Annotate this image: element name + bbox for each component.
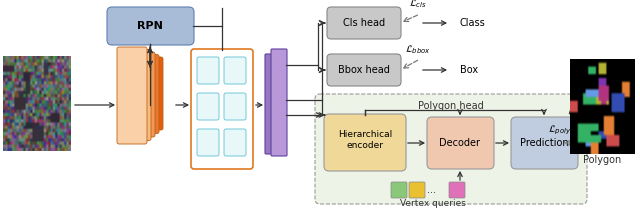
FancyBboxPatch shape [271,49,287,156]
FancyBboxPatch shape [117,47,147,144]
FancyBboxPatch shape [133,57,163,130]
Text: Polygon: Polygon [583,155,621,165]
Text: Polygon head: Polygon head [418,101,484,111]
FancyBboxPatch shape [327,54,401,86]
Text: Class: Class [460,18,486,28]
FancyBboxPatch shape [391,182,407,198]
Text: Hierarchical
encoder: Hierarchical encoder [338,130,392,150]
FancyBboxPatch shape [409,182,425,198]
Text: Vertex queries: Vertex queries [400,199,466,208]
Text: Bbox head: Bbox head [338,65,390,75]
FancyBboxPatch shape [511,117,578,169]
FancyBboxPatch shape [197,57,219,84]
FancyBboxPatch shape [197,129,219,156]
FancyBboxPatch shape [427,117,494,169]
Text: RPN: RPN [137,21,163,31]
FancyBboxPatch shape [224,93,246,120]
FancyBboxPatch shape [324,114,406,171]
Text: $\mathcal{L}_{bbox}$: $\mathcal{L}_{bbox}$ [405,44,431,56]
FancyBboxPatch shape [315,94,587,204]
FancyBboxPatch shape [327,7,401,39]
Text: ...: ... [428,185,436,195]
Text: $\mathcal{L}_{poly}$: $\mathcal{L}_{poly}$ [548,123,572,137]
Text: $\mathcal{L}_{cls}$: $\mathcal{L}_{cls}$ [409,0,427,10]
FancyBboxPatch shape [125,52,155,137]
FancyBboxPatch shape [129,55,159,134]
FancyBboxPatch shape [449,182,465,198]
Text: Prediction: Prediction [520,138,568,148]
FancyBboxPatch shape [265,54,281,154]
Text: Box: Box [460,65,478,75]
FancyBboxPatch shape [107,7,194,45]
FancyBboxPatch shape [197,93,219,120]
FancyBboxPatch shape [224,129,246,156]
Text: Decoder: Decoder [440,138,481,148]
FancyBboxPatch shape [121,50,151,140]
Text: Cls head: Cls head [343,18,385,28]
FancyBboxPatch shape [224,57,246,84]
FancyBboxPatch shape [191,49,253,169]
